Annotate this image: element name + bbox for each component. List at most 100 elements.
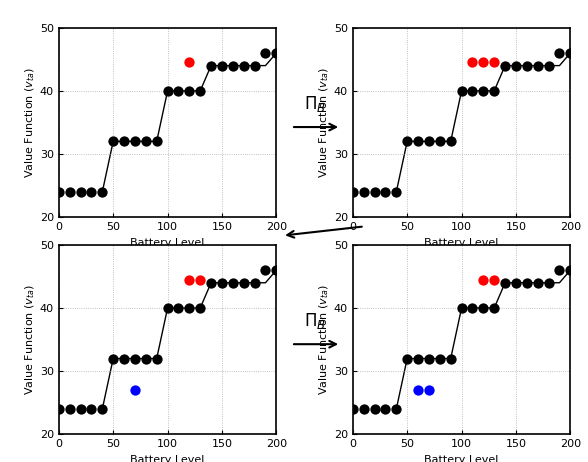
Point [533,62,542,69]
Point [392,405,401,413]
Point [260,267,270,274]
Point [425,355,434,362]
Point [468,87,477,95]
Point [370,188,379,195]
Point [435,138,445,145]
Point [479,276,488,283]
Point [479,59,488,66]
Point [381,405,390,413]
Point [65,188,74,195]
Point [381,188,390,195]
Text: $\Pi_B$: $\Pi_B$ [303,311,326,331]
Point [108,138,118,145]
Point [544,62,553,69]
Point [185,276,194,283]
Point [554,49,564,57]
Y-axis label: Value Function ($v_{ta}$): Value Function ($v_{ta}$) [318,67,331,178]
Point [522,279,532,286]
Point [152,138,161,145]
Point [468,304,477,312]
Point [228,62,238,69]
Point [413,355,423,362]
Point [152,355,161,362]
Point [130,386,139,394]
Point [413,386,423,394]
Point [468,59,477,66]
Point [479,304,488,312]
Point [173,304,183,312]
Point [500,62,510,69]
Point [457,87,466,95]
Point [217,62,226,69]
Point [533,279,542,286]
Point [392,188,401,195]
Point [185,87,194,95]
X-axis label: Battery Level: Battery Level [131,237,205,248]
Point [130,138,139,145]
Point [185,304,194,312]
Point [260,49,270,57]
Y-axis label: Value Function ($v_{ta}$): Value Function ($v_{ta}$) [24,284,37,395]
Point [185,59,194,66]
Point [108,355,118,362]
Point [217,279,226,286]
Point [348,405,358,413]
Point [239,279,248,286]
Point [250,62,259,69]
Point [195,276,205,283]
Point [206,279,216,286]
Point [544,279,553,286]
Point [370,405,379,413]
Point [359,188,368,195]
Point [446,138,455,145]
Point [425,386,434,394]
Point [425,138,434,145]
Point [195,87,205,95]
Point [76,188,85,195]
Point [173,87,183,95]
Point [195,304,205,312]
Point [76,405,85,413]
X-axis label: Battery Level: Battery Level [425,455,499,462]
Point [239,62,248,69]
Point [87,405,96,413]
Point [98,405,107,413]
Point [359,405,368,413]
Point [554,267,564,274]
Point [479,87,488,95]
Point [500,279,510,286]
Point [65,405,74,413]
Point [435,355,445,362]
Point [228,279,238,286]
Point [489,304,499,312]
Point [250,279,259,286]
Point [512,62,521,69]
Point [130,355,139,362]
Point [206,62,216,69]
Point [87,188,96,195]
Point [489,59,499,66]
Point [98,188,107,195]
Point [141,355,151,362]
Text: $\Pi_B$: $\Pi_B$ [303,94,326,114]
Point [522,62,532,69]
Point [457,304,466,312]
Point [141,138,151,145]
Point [489,276,499,283]
Point [272,267,281,274]
X-axis label: Battery Level: Battery Level [425,237,499,248]
Point [119,138,129,145]
Point [119,355,129,362]
X-axis label: Battery Level: Battery Level [131,455,205,462]
Y-axis label: Value Function ($v_{ta}$): Value Function ($v_{ta}$) [24,67,37,178]
Point [512,279,521,286]
Point [163,304,172,312]
Y-axis label: Value Function ($v_{ta}$): Value Function ($v_{ta}$) [318,284,331,395]
Point [413,138,423,145]
Point [348,188,358,195]
Point [272,49,281,57]
Point [163,87,172,95]
Point [446,355,455,362]
Point [566,49,575,57]
Point [489,87,499,95]
